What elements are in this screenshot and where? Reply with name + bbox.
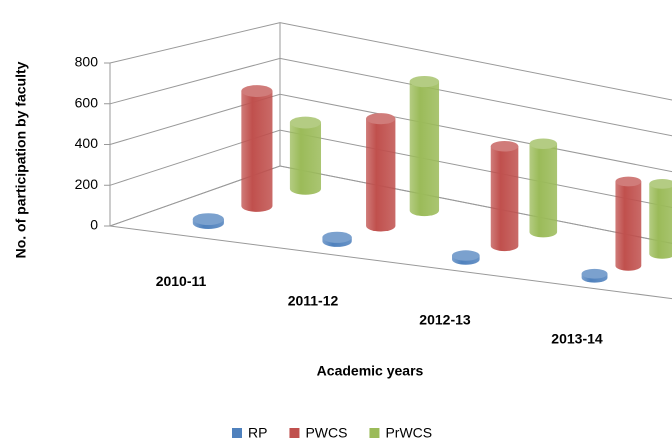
- cylinder: [366, 113, 396, 232]
- legend-label: PrWCS: [385, 425, 432, 441]
- legend-swatch: [289, 428, 300, 438]
- marks: [192, 75, 672, 283]
- x-tick-label: 2013-14: [551, 330, 603, 346]
- grid-line: [109, 22, 672, 101]
- cylinder: [649, 178, 672, 259]
- y-tick-label: 600: [75, 94, 99, 110]
- legend: RP PWCS PrWCS: [232, 425, 432, 441]
- legend-swatch: [232, 428, 242, 438]
- y-tick-label: 800: [75, 54, 99, 70]
- cylinder-top: [322, 231, 352, 243]
- cylinder: [581, 268, 608, 283]
- x-axis-title: Academic years: [317, 363, 424, 379]
- grid-line: [109, 93, 672, 173]
- cylinder-body: [289, 122, 322, 195]
- cylinder-body: [615, 181, 642, 271]
- cylinder: [615, 176, 642, 271]
- x-tick-label: 2011-12: [288, 292, 339, 308]
- cylinder-body: [409, 81, 440, 217]
- cylinder-top: [529, 138, 558, 150]
- cylinder-top: [649, 178, 672, 189]
- cylinder: [409, 75, 440, 217]
- cylinder-body: [366, 118, 396, 232]
- cylinder-top: [289, 116, 322, 129]
- cylinder-body: [490, 146, 519, 252]
- cylinder: [289, 116, 322, 195]
- legend-label: RP: [248, 425, 267, 441]
- y-tick-label: 400: [75, 135, 99, 151]
- cylinder-top: [409, 75, 440, 88]
- x-tick-label: 2010-11: [156, 273, 207, 289]
- cylinder-top: [452, 250, 480, 261]
- cylinder-top: [241, 85, 273, 97]
- x-tick-label: 2012-13: [419, 311, 471, 327]
- cylinder: [241, 85, 273, 212]
- cylinder: [529, 138, 558, 238]
- cylinder-top: [490, 141, 519, 152]
- cylinder-top: [615, 176, 642, 187]
- walls: 0 200 400 600 800 2010-11 2011-12 2012-13 2013-1…: [75, 22, 672, 346]
- legend-swatch: [369, 428, 380, 438]
- cylinder-body: [241, 91, 273, 212]
- cylinder-body: [529, 143, 558, 238]
- y-tick-label: 0: [90, 217, 98, 233]
- cylinder-top: [581, 268, 608, 279]
- cylinder-body: [649, 183, 672, 259]
- cylinder: [322, 231, 352, 247]
- y-axis-title: No. of participation by faculty: [13, 61, 29, 258]
- cylinder: [490, 141, 519, 252]
- y-tick-label: 200: [75, 176, 99, 192]
- cylinder: [452, 250, 480, 265]
- grid-line: [109, 57, 672, 137]
- legend-label: PWCS: [305, 425, 347, 441]
- cylinder: [192, 213, 224, 230]
- cylinder-top: [192, 213, 224, 226]
- cylinder-top: [366, 113, 396, 125]
